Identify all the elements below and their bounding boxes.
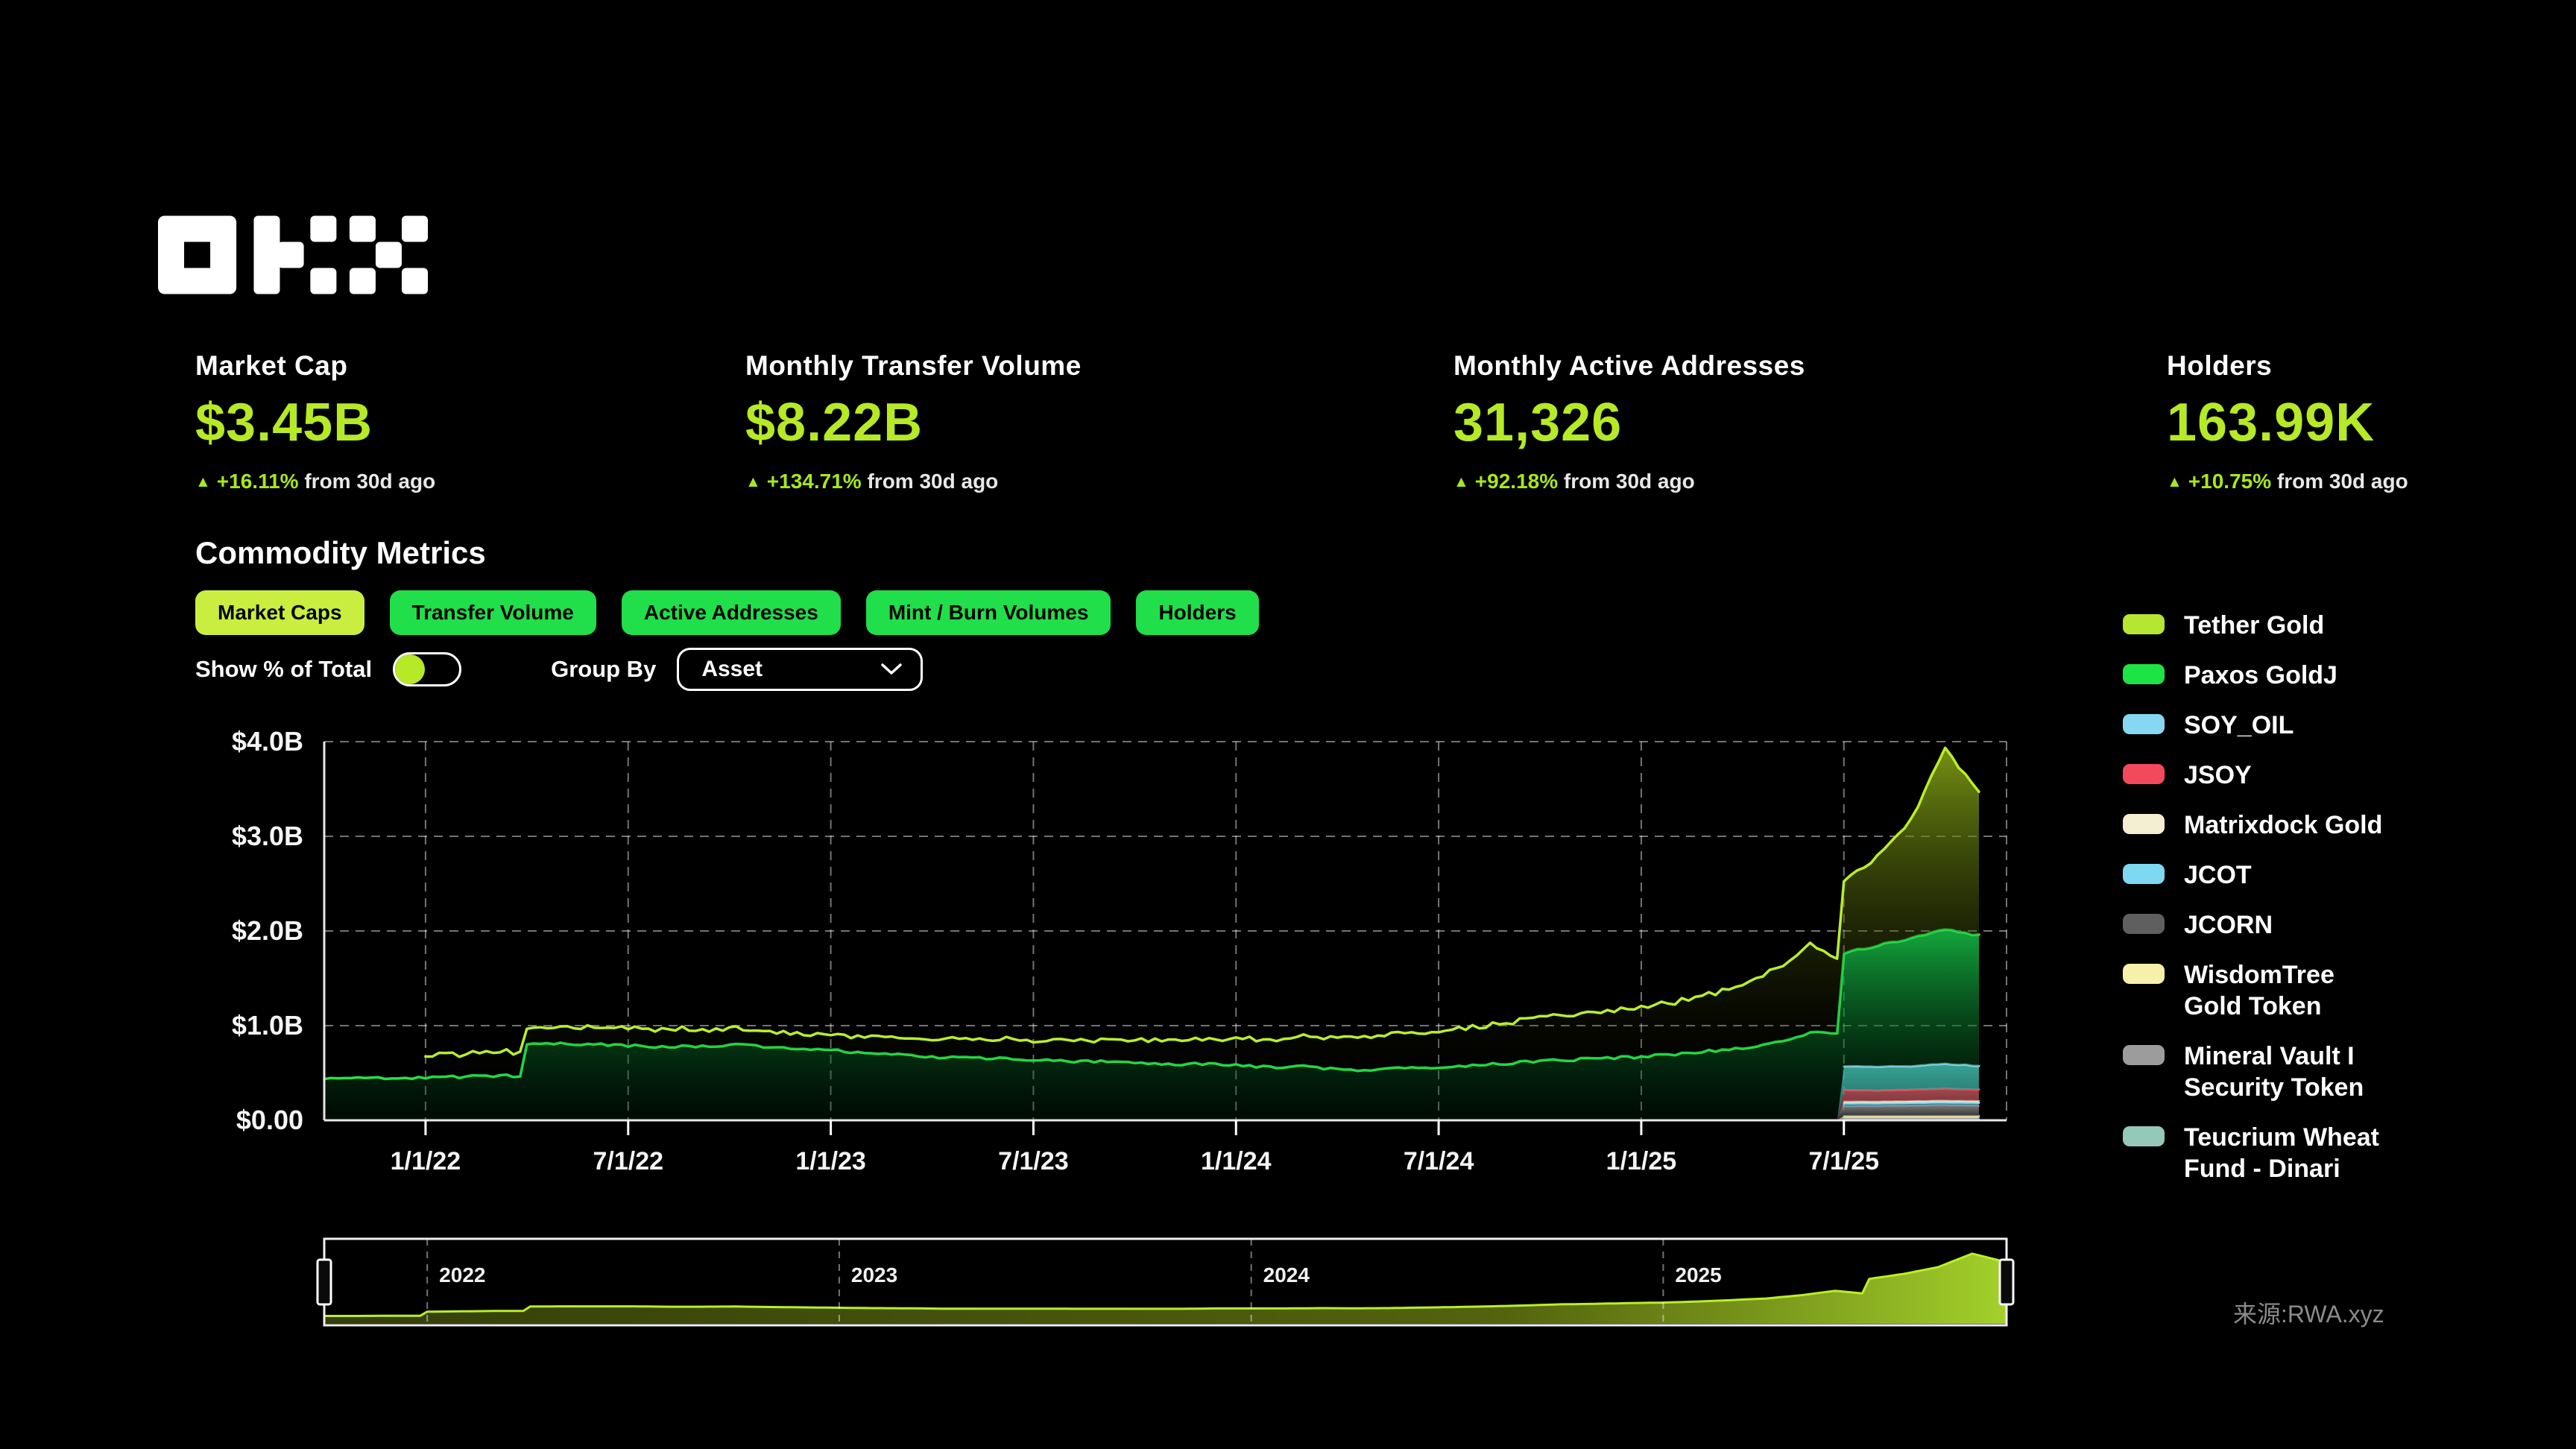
show-percent-toggle[interactable] [393, 652, 462, 686]
legend-swatch-icon [2123, 664, 2165, 684]
x-axis-label: 7/1/23 [998, 1147, 1069, 1175]
line-tether_gold [424, 746, 1980, 1058]
legend-swatch-icon [2123, 814, 2165, 834]
stat-card: Monthly Transfer Volume $8.22B ▲ +134.71% f… [745, 350, 1082, 493]
legend-label: JSOY [2184, 761, 2252, 789]
tab-active-addresses[interactable]: Active Addresses [621, 590, 841, 635]
toggle-knob-icon [395, 654, 426, 684]
legend-item[interactable]: Mineral Vault I Security Token [2123, 1041, 2382, 1103]
x-axis-label: 1/1/24 [1201, 1147, 1272, 1175]
stat-label: Monthly Active Addresses [1453, 350, 1805, 381]
x-axis-label: 7/1/22 [593, 1147, 663, 1175]
legend-item[interactable]: JCORN [2123, 909, 2382, 941]
stat-card: Market Cap $3.45B ▲ +16.11% from 30d ago [195, 350, 435, 493]
brush-handle-right[interactable] [1998, 1258, 2015, 1306]
mini-year-label: 2025 [1675, 1263, 1721, 1287]
legend-swatch-icon [2123, 714, 2165, 734]
stat-value: 163.99K [2167, 393, 2375, 452]
mini-year-label: 2023 [851, 1263, 897, 1287]
area-paxos_goldj [324, 929, 1979, 1120]
legend-label: JCORN [2184, 911, 2273, 939]
tab-transfer-volume[interactable]: Transfer Volume [389, 590, 596, 635]
x-axis-label: 1/1/22 [391, 1147, 461, 1175]
up-triangle-icon: ▲ [745, 473, 761, 490]
chart-legend: Tether Gold Paxos GoldJ SOY_OIL JSOY Matrixd… [2123, 610, 2382, 1203]
legend-item[interactable]: JSOY [2123, 760, 2382, 791]
y-axis-label: $1.0B [232, 1010, 303, 1041]
legend-item[interactable]: JCOT [2123, 859, 2382, 891]
section-title: Commodity Metrics [195, 535, 486, 570]
up-triangle-icon: ▲ [2167, 473, 2182, 490]
stat-delta: ▲ +134.71% from 30d ago [745, 470, 999, 493]
legend-swatch-icon [2123, 864, 2165, 884]
stat-delta: ▲ +16.11% from 30d ago [195, 470, 436, 493]
legend-item[interactable]: Teucrium Wheat Fund - Dinari [2123, 1122, 2382, 1184]
group-by-select[interactable]: Asset [677, 648, 924, 691]
legend-label: Matrixdock Gold [2184, 811, 2383, 839]
chevron-down-icon [881, 663, 903, 675]
y-axis-label: $3.0B [232, 821, 303, 851]
mini-area [324, 1253, 2007, 1324]
tab-holders[interactable]: Holders [1136, 590, 1259, 635]
legend-item[interactable]: Paxos GoldJ [2123, 660, 2382, 691]
legend-label: JCOT [2184, 861, 2252, 889]
legend-item[interactable]: SOY_OIL [2123, 710, 2382, 741]
legend-swatch-icon [2123, 964, 2165, 984]
stat-value: $8.22B [745, 393, 924, 452]
up-triangle-icon: ▲ [195, 473, 211, 490]
legend-label: Paxos GoldJ [2184, 661, 2337, 689]
stat-value: $3.45B [195, 393, 373, 452]
legend-swatch-icon [2123, 1045, 2165, 1065]
legend-swatch-icon [2123, 914, 2165, 934]
stat-delta: ▲ +92.18% from 30d ago [1453, 470, 1695, 493]
legend-swatch-icon [2123, 614, 2165, 634]
stat-label: Monthly Transfer Volume [745, 350, 1082, 381]
area-tether_gold [324, 748, 1979, 1079]
legend-label: Tether Gold [2184, 611, 2325, 640]
legend-label: SOY_OIL [2184, 711, 2294, 739]
metric-tabs: Market Caps Transfer Volume Active Address… [195, 590, 1259, 635]
brush-handle-left[interactable] [316, 1258, 332, 1306]
mini-year-label: 2022 [439, 1263, 485, 1287]
stat-label: Holders [2167, 350, 2273, 381]
legend-label: Mineral Vault I Security Token [2184, 1042, 2364, 1102]
tab-market-caps[interactable]: Market Caps [195, 590, 364, 635]
x-axis-label: 1/1/23 [795, 1147, 866, 1175]
legend-swatch-icon [2123, 764, 2165, 784]
mini-line [324, 1252, 2007, 1317]
legend-item[interactable]: Matrixdock Gold [2123, 809, 2382, 841]
legend-label: WisdomTree Gold Token [2184, 961, 2334, 1020]
group-by-label: Group By [551, 656, 657, 682]
okx-logo [158, 215, 428, 294]
legend-item[interactable]: Tether Gold [2123, 610, 2382, 641]
show-percent-label: Show % of Total [195, 656, 373, 682]
up-triangle-icon: ▲ [1453, 473, 1469, 490]
y-axis-label: $4.0B [232, 726, 303, 757]
chart-axes: $0.00 $1.0B $2.0B $3.0B $4.0B 1/1/22 7/1/22 1/1… [232, 726, 2007, 1175]
x-axis-label: 7/1/25 [1809, 1147, 1880, 1175]
mini-year-label: 2024 [1263, 1263, 1310, 1287]
legend-label: Teucrium Wheat Fund - Dinari [2184, 1123, 2379, 1183]
stacked-areas[interactable] [323, 746, 1980, 1120]
stat-delta: ▲ +10.75% from 30d ago [2167, 470, 2408, 493]
y-axis-label: $2.0B [232, 915, 303, 946]
legend-swatch-icon [2123, 1126, 2165, 1146]
chart-controls: Show % of Total Group By Asset [195, 647, 924, 692]
stat-label: Market Cap [195, 350, 348, 381]
stat-card: Monthly Active Addresses 31,326 ▲ +92.18% f… [1453, 350, 1805, 493]
y-axis-label: $0.00 [236, 1105, 303, 1135]
stat-value: 31,326 [1453, 393, 1623, 452]
tab-mint-burn-volumes[interactable]: Mint / Burn Volumes [865, 590, 1111, 635]
timeline-brush-chart[interactable]: 2022 2023 2024 2025 [316, 1237, 2015, 1327]
stat-card: Holders 163.99K ▲ +10.75% from 30d ago [2167, 350, 2408, 493]
x-axis-label: 1/1/25 [1606, 1147, 1677, 1175]
group-by-value: Asset [701, 657, 763, 681]
legend-item[interactable]: WisdomTree Gold Token [2123, 959, 2382, 1022]
x-axis-label: 7/1/24 [1404, 1147, 1474, 1175]
source-attribution: 来源:RWA.xyz [2233, 1301, 2384, 1328]
